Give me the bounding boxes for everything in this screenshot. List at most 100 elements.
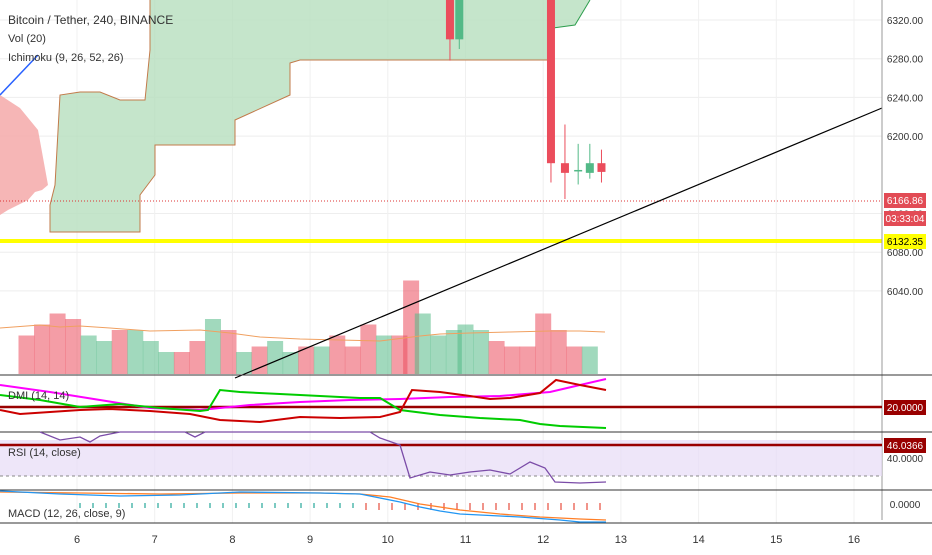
dmi-label: DMI (14, 14) bbox=[8, 390, 69, 402]
volume-bar bbox=[488, 341, 505, 374]
x-tick-label: 16 bbox=[848, 534, 860, 546]
volume-bar bbox=[158, 352, 175, 374]
volume-bar bbox=[298, 346, 315, 374]
candle-body bbox=[445, 0, 454, 40]
volume-bar bbox=[375, 335, 392, 374]
plus-di-line bbox=[0, 388, 607, 429]
x-tick-label: 7 bbox=[152, 534, 158, 546]
countdown-tag bbox=[884, 211, 926, 226]
rsi-value-label: 46.0366 bbox=[887, 441, 924, 452]
x-tick-label: 8 bbox=[229, 534, 235, 546]
support-price-tag bbox=[884, 234, 926, 249]
dmi-pane: DMI (14, 14) 20.0000 bbox=[0, 378, 926, 429]
volume-bar bbox=[34, 324, 51, 374]
ichimoku-cloud bbox=[0, 0, 591, 233]
senkou-span-a bbox=[552, 0, 591, 29]
volume-label: Vol (20) bbox=[8, 33, 46, 45]
volume-bar bbox=[127, 330, 144, 374]
rsi-pane: RSI (14, close) 46.0366 40.0000 bbox=[0, 431, 926, 484]
volume-bar bbox=[267, 341, 284, 374]
volume-bar bbox=[329, 335, 346, 374]
candle-body bbox=[597, 163, 606, 172]
y-tick-label: 6040.00 bbox=[887, 287, 924, 298]
volume-bar bbox=[430, 335, 447, 374]
candle bbox=[455, 0, 464, 50]
x-tick-label: 15 bbox=[770, 534, 782, 546]
macd-tick-label: 0.0000 bbox=[890, 500, 921, 511]
dmi-ref-label: 20.0000 bbox=[887, 403, 924, 414]
countdown-label: 03:33:04 bbox=[886, 214, 925, 225]
candle-body bbox=[585, 163, 594, 173]
volume-bar bbox=[519, 346, 536, 374]
rsi-tick-label: 40.0000 bbox=[887, 454, 924, 465]
candle-body bbox=[455, 0, 464, 40]
x-tick-label: 10 bbox=[382, 534, 394, 546]
volume-bars bbox=[18, 280, 598, 374]
volume-bar bbox=[173, 352, 190, 374]
support-price-label: 6132.35 bbox=[887, 237, 924, 248]
trend-line-short bbox=[0, 54, 39, 96]
volume-bar bbox=[96, 341, 113, 374]
volume-bar bbox=[550, 330, 567, 374]
volume-bar bbox=[282, 352, 299, 374]
volume-bar bbox=[581, 346, 598, 374]
symbol-title: Bitcoin / Tether, 240, BINANCE bbox=[8, 13, 173, 27]
minus-di-line bbox=[0, 378, 607, 424]
senkou-span-b bbox=[49, 0, 553, 233]
ichimoku-cloud-green bbox=[50, 0, 590, 232]
volume-bar bbox=[414, 313, 431, 374]
volume-ma-line bbox=[0, 324, 606, 342]
dmi-ref-tag bbox=[884, 400, 926, 415]
price-axis: 6320.006280.006240.006200.006120.006080.… bbox=[881, 0, 926, 520]
candle bbox=[585, 143, 594, 179]
volume-bar bbox=[566, 346, 583, 374]
macd-pane: MACD (12, 26, close, 9) 0.0000 bbox=[0, 490, 921, 523]
rsi-label: RSI (14, close) bbox=[8, 447, 81, 459]
ichimoku-label: Ichimoku (9, 26, 52, 26) bbox=[8, 52, 124, 64]
macd-label: MACD (12, 26, close, 9) bbox=[8, 508, 125, 520]
volume-bar bbox=[236, 352, 253, 374]
volume-bar bbox=[457, 324, 474, 374]
volume-bar bbox=[65, 319, 82, 374]
volume-bar bbox=[220, 330, 237, 374]
volume-bar bbox=[504, 346, 521, 374]
volume-bar bbox=[204, 319, 221, 374]
time-axis: 6 7 8 9 10 11 12 13 14 15 16 bbox=[74, 534, 860, 546]
rsi-value-tag bbox=[884, 438, 926, 453]
x-tick-label: 6 bbox=[74, 534, 80, 546]
candle bbox=[597, 149, 606, 183]
volume-bar bbox=[473, 330, 490, 374]
ichimoku-cloud-red bbox=[0, 95, 48, 215]
volume-bar bbox=[251, 346, 268, 374]
current-price-tag bbox=[884, 193, 926, 208]
macd-histogram bbox=[79, 503, 601, 510]
candle bbox=[546, 0, 555, 183]
candle bbox=[445, 0, 454, 61]
volume-bar bbox=[189, 341, 206, 374]
x-tick-label: 12 bbox=[537, 534, 549, 546]
volume-bar bbox=[142, 341, 159, 374]
candle bbox=[560, 124, 569, 199]
signal-line bbox=[0, 491, 607, 521]
volume-bar bbox=[18, 335, 35, 374]
y-tick-label: 6320.00 bbox=[887, 16, 924, 27]
volume-bar bbox=[535, 313, 552, 374]
volume-bar bbox=[313, 346, 330, 374]
macd-line bbox=[0, 490, 606, 523]
x-tick-label: 11 bbox=[460, 534, 471, 546]
y-tick-label: 6240.00 bbox=[887, 93, 924, 104]
candle-body bbox=[546, 0, 555, 164]
y-tick-label: 6280.00 bbox=[887, 55, 924, 66]
trend-line bbox=[234, 107, 883, 379]
x-tick-label: 9 bbox=[307, 534, 313, 546]
y-tick-label: 6080.00 bbox=[887, 248, 924, 259]
volume-bar bbox=[344, 346, 361, 374]
candle bbox=[574, 143, 583, 185]
candle-body bbox=[574, 169, 583, 172]
candle-body bbox=[560, 163, 569, 173]
legend: Bitcoin / Tether, 240, BINANCE Vol (20) … bbox=[8, 13, 173, 64]
volume-bar bbox=[80, 335, 97, 374]
candles bbox=[445, 0, 606, 199]
